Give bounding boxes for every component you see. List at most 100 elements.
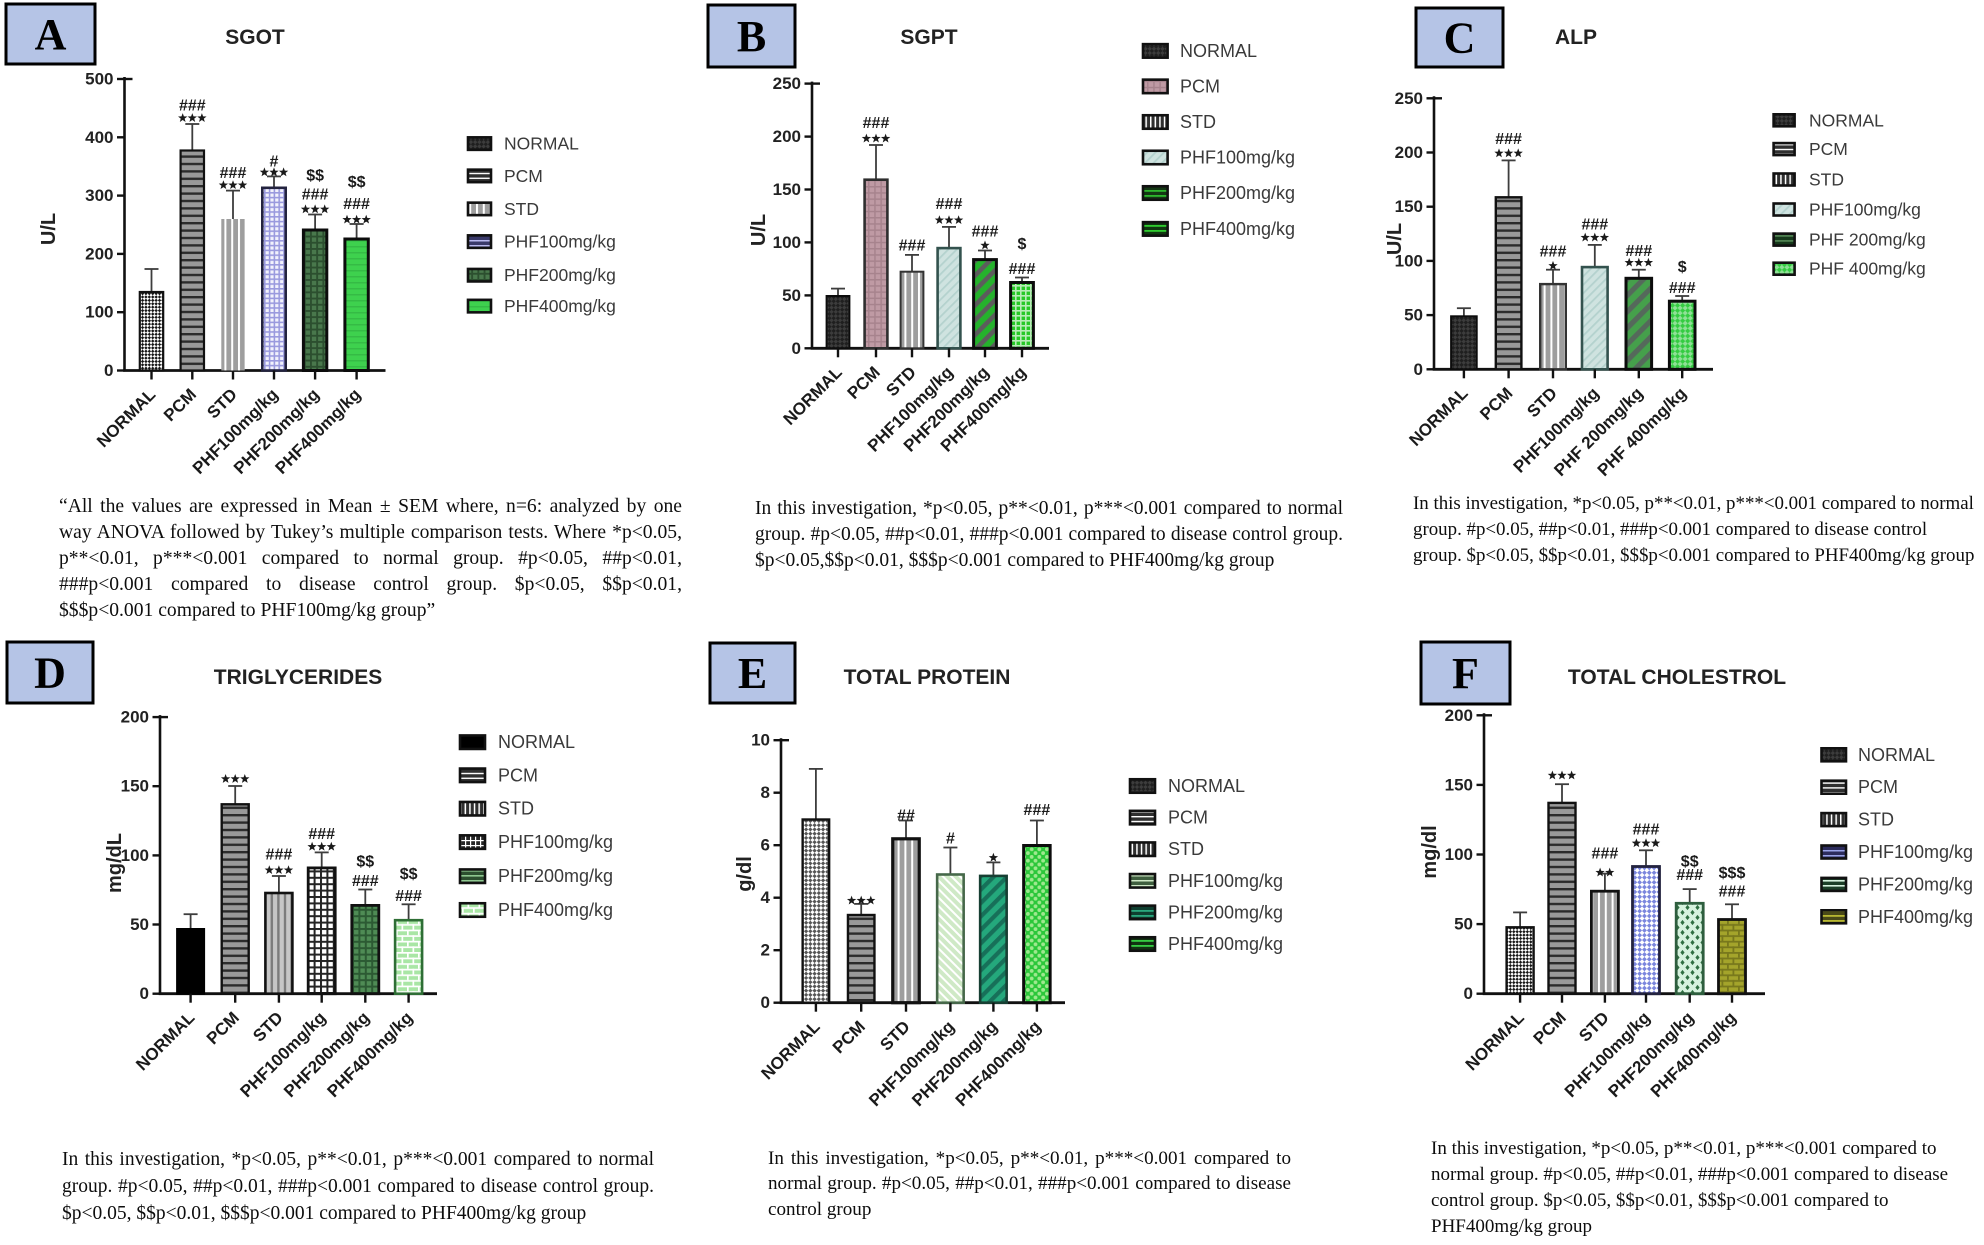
svg-text:###: ###: [266, 846, 293, 863]
svg-text:200: 200: [1445, 706, 1473, 725]
svg-text:2: 2: [761, 941, 770, 960]
svg-text:0: 0: [792, 339, 801, 358]
svg-text:U/L: U/L: [38, 213, 60, 245]
svg-text:PHF400mg/kg: PHF400mg/kg: [504, 296, 616, 316]
svg-text:10: 10: [751, 731, 770, 750]
svg-text:###: ###: [352, 873, 379, 890]
svg-text:PHF100mg/kg: PHF100mg/kg: [1858, 842, 1973, 862]
svg-text:50: 50: [782, 286, 801, 305]
svg-text:NORMAL: NORMAL: [498, 732, 575, 752]
svg-text:PHF200mg/kg: PHF200mg/kg: [1180, 183, 1295, 203]
svg-text:PHF100mg/kg: PHF100mg/kg: [498, 832, 613, 852]
svg-text:#: #: [946, 831, 955, 848]
svg-text:400: 400: [85, 128, 113, 147]
svg-text:0: 0: [140, 984, 149, 1003]
svg-text:PCM: PCM: [498, 765, 538, 785]
svg-text:###: ###: [343, 196, 370, 213]
svg-text:50: 50: [1404, 306, 1423, 325]
svg-text:SGPT: SGPT: [900, 26, 957, 49]
svg-text:F: F: [1452, 649, 1479, 698]
svg-text:D: D: [34, 649, 66, 698]
svg-text:###: ###: [1633, 822, 1660, 839]
svg-text:B: B: [737, 12, 766, 61]
svg-text:4: 4: [761, 888, 771, 907]
svg-text:ALP: ALP: [1555, 26, 1597, 49]
svg-text:100: 100: [1445, 845, 1473, 864]
svg-text:###: ###: [899, 237, 926, 254]
svg-text:##: ##: [897, 808, 915, 825]
svg-text:PCM: PCM: [1168, 808, 1208, 828]
svg-text:0: 0: [104, 361, 113, 380]
svg-text:100: 100: [773, 233, 801, 252]
svg-text:PHF400mg/kg: PHF400mg/kg: [498, 900, 613, 920]
svg-text:0: 0: [1414, 360, 1423, 379]
svg-text:NORMAL: NORMAL: [1809, 110, 1884, 130]
svg-text:###: ###: [972, 224, 999, 241]
svg-text:PHF200mg/kg: PHF200mg/kg: [504, 265, 616, 285]
svg-text:###: ###: [308, 826, 335, 843]
svg-text:STD: STD: [1858, 810, 1894, 830]
svg-text:$$: $$: [356, 853, 374, 870]
svg-text:250: 250: [1395, 89, 1423, 108]
svg-text:$$: $$: [348, 174, 366, 191]
svg-text:###: ###: [1625, 243, 1652, 260]
svg-text:PHF100mg/kg: PHF100mg/kg: [1180, 148, 1295, 168]
svg-text:STD: STD: [1809, 170, 1844, 190]
svg-text:0: 0: [761, 993, 770, 1012]
svg-text:150: 150: [1395, 197, 1423, 216]
svg-text:NORMAL: NORMAL: [504, 134, 579, 154]
svg-text:STD: STD: [1168, 839, 1204, 859]
svg-text:mg/dl: mg/dl: [1419, 825, 1441, 878]
svg-text:$: $: [1678, 259, 1687, 276]
svg-text:200: 200: [121, 708, 149, 727]
svg-text:PHF400mg/kg: PHF400mg/kg: [1168, 934, 1283, 954]
svg-text:STD: STD: [498, 799, 534, 819]
svg-text:100: 100: [1395, 251, 1423, 270]
svg-text:###: ###: [1495, 131, 1522, 148]
svg-text:###: ###: [1009, 261, 1036, 278]
svg-text:###: ###: [1024, 802, 1051, 819]
svg-text:50: 50: [130, 915, 149, 934]
svg-text:200: 200: [773, 127, 801, 146]
svg-text:PHF 400mg/kg: PHF 400mg/kg: [1809, 259, 1926, 279]
svg-text:PHF400mg/kg: PHF400mg/kg: [1858, 907, 1973, 927]
svg-text:TOTAL PROTEIN: TOTAL PROTEIN: [844, 666, 1011, 689]
svg-text:###: ###: [1581, 217, 1608, 234]
svg-text:$$: $$: [400, 866, 418, 883]
svg-text:###: ###: [1676, 867, 1703, 884]
svg-text:PCM: PCM: [504, 166, 543, 186]
svg-text:mg/dL: mg/dL: [104, 833, 126, 893]
svg-text:8: 8: [761, 783, 770, 802]
svg-text:TRIGLYCERIDES: TRIGLYCERIDES: [214, 666, 382, 689]
svg-text:###: ###: [1540, 244, 1567, 261]
svg-text:PCM: PCM: [1809, 139, 1848, 159]
svg-text:500: 500: [85, 70, 113, 89]
svg-text:PHF400mg/kg: PHF400mg/kg: [1180, 219, 1295, 239]
svg-text:###: ###: [1592, 846, 1619, 863]
svg-text:U/L: U/L: [1384, 223, 1406, 255]
svg-text:$$: $$: [1681, 853, 1699, 870]
svg-text:50: 50: [1454, 915, 1473, 934]
svg-text:C: C: [1444, 14, 1476, 63]
svg-text:100: 100: [121, 846, 149, 865]
svg-text:###: ###: [395, 888, 422, 905]
svg-text:TOTAL CHOLESTROL: TOTAL CHOLESTROL: [1568, 666, 1786, 689]
svg-text:$$$: $$$: [1719, 865, 1746, 882]
svg-text:NORMAL: NORMAL: [1168, 776, 1245, 796]
svg-text:PHF100mg/kg: PHF100mg/kg: [1168, 871, 1283, 891]
svg-text:6: 6: [761, 836, 770, 855]
svg-text:E: E: [738, 649, 767, 698]
svg-text:###: ###: [302, 187, 329, 204]
svg-text:g/dl: g/dl: [734, 856, 756, 892]
svg-text:200: 200: [85, 244, 113, 263]
svg-text:150: 150: [1445, 775, 1473, 794]
svg-text:PHF200mg/kg: PHF200mg/kg: [498, 866, 613, 886]
svg-text:PCM: PCM: [1180, 76, 1220, 96]
svg-text:###: ###: [220, 165, 247, 182]
svg-text:###: ###: [1669, 280, 1696, 297]
svg-text:NORMAL: NORMAL: [1858, 745, 1935, 765]
svg-text:###: ###: [179, 98, 206, 115]
svg-text:PCM: PCM: [1858, 777, 1898, 797]
svg-text:PHF200mg/kg: PHF200mg/kg: [1168, 902, 1283, 922]
svg-text:###: ###: [1719, 884, 1746, 901]
